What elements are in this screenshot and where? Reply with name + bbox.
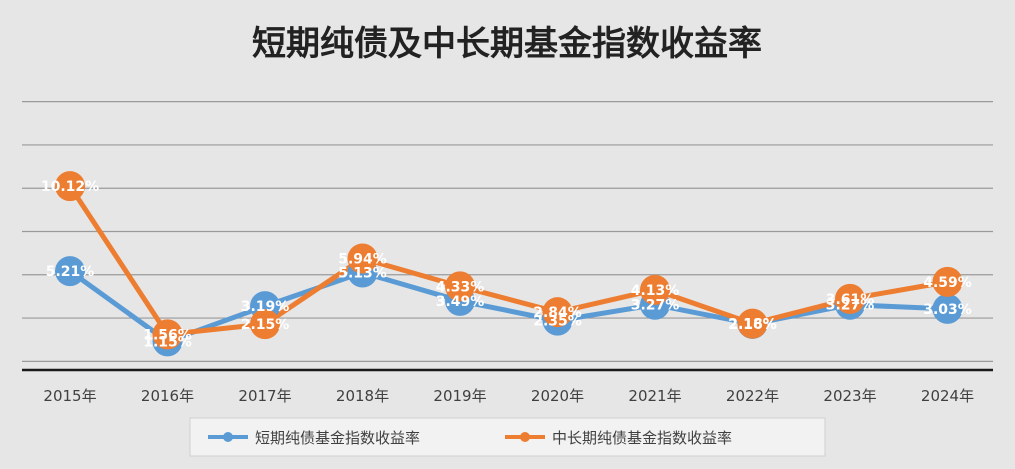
data-labels: 5.21% 1.15% 3.19% 5.13% 3.49% 2.35% 3.27% 2.16%…	[41, 179, 972, 350]
data-label: 5.21%	[46, 264, 95, 280]
x-tick-label: 2023年	[823, 387, 876, 405]
series-markers	[55, 171, 963, 357]
data-label: 2.35%	[533, 314, 582, 330]
data-point	[835, 283, 865, 314]
x-tick-label: 2015年	[43, 387, 96, 405]
data-label: 2.16%	[728, 317, 777, 333]
series-lines	[67, 183, 950, 344]
data-point	[932, 266, 963, 297]
data-label: 3.19%	[241, 299, 290, 315]
legend-label: 短期纯债基金指数收益率	[255, 429, 420, 447]
data-point	[932, 293, 963, 324]
legend-label: 中长期纯债基金指数收益率	[552, 429, 732, 447]
x-tick-label: 2024年	[921, 387, 974, 405]
data-label: 4.13%	[631, 283, 680, 299]
data-point	[55, 256, 85, 287]
data-label: 3.61%	[826, 292, 875, 308]
x-tick-label: 2019年	[433, 387, 486, 405]
legend-marker	[223, 432, 233, 442]
data-point	[542, 297, 573, 328]
data-point	[445, 271, 475, 302]
series-line-1	[67, 268, 950, 344]
data-point	[640, 274, 670, 305]
x-tick-label: 2018年	[336, 387, 389, 405]
legend: 短期纯债基金指数收益率 中长期纯债基金指数收益率	[208, 429, 732, 447]
x-tick-label: 2021年	[628, 387, 681, 405]
data-point	[250, 309, 280, 340]
data-label: 10.12%	[41, 179, 99, 195]
data-label: 4.33%	[436, 279, 485, 295]
x-tick-label: 2017年	[238, 387, 291, 405]
x-tick-label: 2022年	[726, 387, 779, 405]
data-point	[347, 243, 378, 274]
gridlines	[22, 101, 993, 362]
data-point	[152, 319, 183, 350]
data-label: 3.27%	[631, 298, 680, 314]
data-label: 1.15%	[143, 334, 192, 350]
data-point	[55, 171, 85, 202]
data-label: 5.94%	[338, 252, 387, 268]
chart-title: 短期纯债及中长期基金指数收益率	[252, 24, 762, 64]
data-label: 3.03%	[923, 302, 972, 318]
data-label: 2.84%	[533, 305, 582, 321]
data-label: 3.49%	[436, 294, 485, 310]
data-label: 2.15%	[241, 317, 290, 333]
data-label: 3.27%	[826, 298, 875, 314]
x-tick-label: 2020年	[531, 387, 584, 405]
x-axis-ticks: 2015年 2016年 2017年 2018年 2019年 2020年 2021年 2022年…	[43, 387, 974, 405]
x-tick-label: 2016年	[141, 387, 194, 405]
data-label: 1.56%	[143, 327, 192, 343]
series-line-2	[67, 183, 950, 337]
data-label: 4.59%	[923, 275, 972, 291]
data-label: 2.18%	[728, 317, 777, 333]
data-label: 5.13%	[338, 266, 387, 282]
data-point	[737, 308, 768, 339]
legend-marker	[520, 432, 530, 442]
